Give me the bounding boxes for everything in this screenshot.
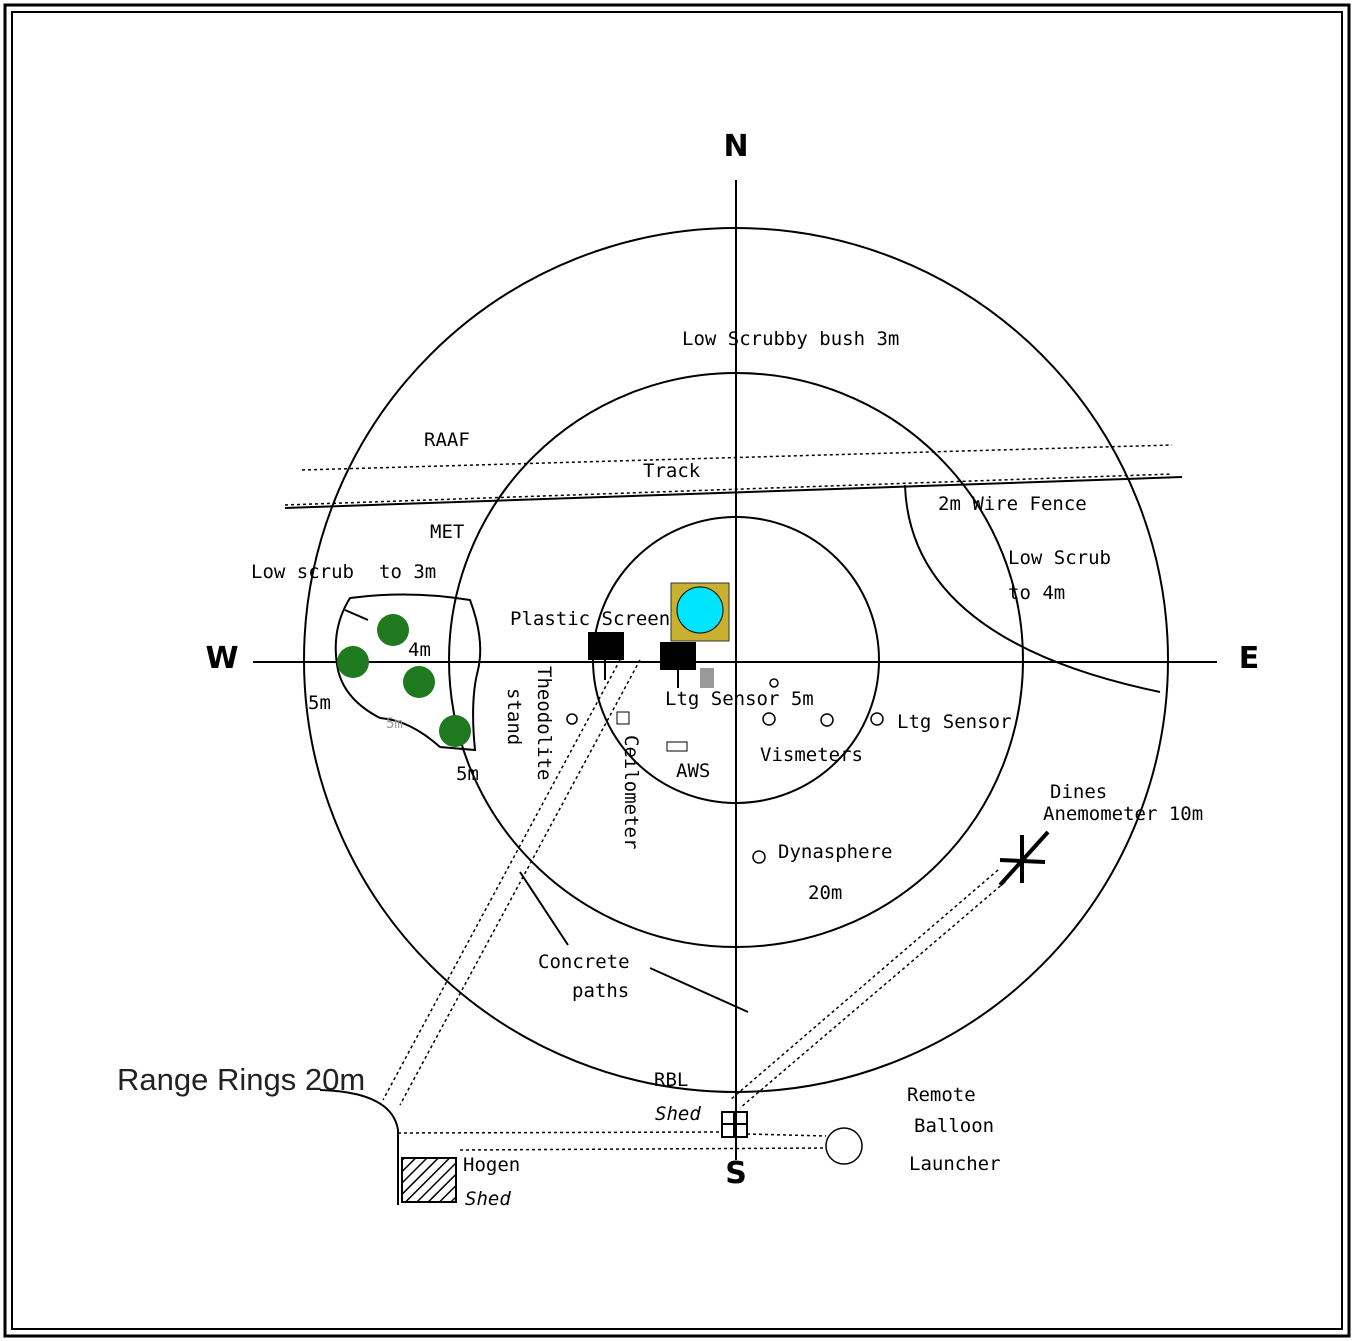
label: Low Scrubby bush 3m xyxy=(682,328,899,350)
axes xyxy=(253,180,1217,1160)
label: 5m xyxy=(456,763,479,785)
label: 4m xyxy=(408,639,431,661)
label: 5m xyxy=(386,716,403,732)
label: paths xyxy=(572,980,629,1002)
label: RAAF xyxy=(424,429,470,451)
label: Shed xyxy=(655,1103,701,1125)
paths xyxy=(319,659,1006,1205)
fences xyxy=(284,444,1183,693)
label: Plastic Screen xyxy=(510,608,670,630)
label: Range Rings 20m xyxy=(117,1062,365,1097)
label: Concrete xyxy=(538,951,630,973)
label: to 4m xyxy=(1008,582,1065,604)
compass-n: N xyxy=(723,129,748,164)
instruments xyxy=(401,582,1050,1203)
label: AWS xyxy=(676,760,710,782)
label: MET xyxy=(430,521,464,543)
labels: N S E W Low Scrubby bush 3m RAAF Track M… xyxy=(117,129,1259,1210)
compass-s: S xyxy=(725,1156,747,1191)
label: RBL xyxy=(654,1069,688,1091)
scrub-patch xyxy=(334,593,482,752)
label: Remote xyxy=(907,1084,976,1106)
label: 20m xyxy=(808,882,842,904)
label: Vismeters xyxy=(760,744,863,766)
label: Anemometer 10m xyxy=(1043,803,1203,825)
frame xyxy=(3,3,1351,1338)
label: Theodolite xyxy=(533,666,555,780)
compass-w: W xyxy=(205,641,238,676)
label: Track xyxy=(643,460,701,482)
label: Balloon xyxy=(914,1115,994,1137)
compass-e: E xyxy=(1239,641,1260,676)
label: Launcher xyxy=(909,1153,1001,1175)
label: 2m Wire Fence xyxy=(938,493,1087,515)
label: Shed xyxy=(465,1188,511,1210)
label: Ceilometer xyxy=(620,735,642,849)
label: Ltg Sensor 5m xyxy=(665,688,814,710)
label: Ltg Sensor xyxy=(897,711,1011,733)
label: stand xyxy=(503,688,525,745)
label: Dines xyxy=(1050,781,1107,803)
label: Dynasphere xyxy=(778,841,892,863)
label: Hogen xyxy=(463,1154,520,1176)
label: 5m xyxy=(308,692,331,714)
label: Low Scrub xyxy=(1008,547,1111,569)
label: to 3m xyxy=(379,561,436,583)
label: Low scrub xyxy=(251,561,354,583)
